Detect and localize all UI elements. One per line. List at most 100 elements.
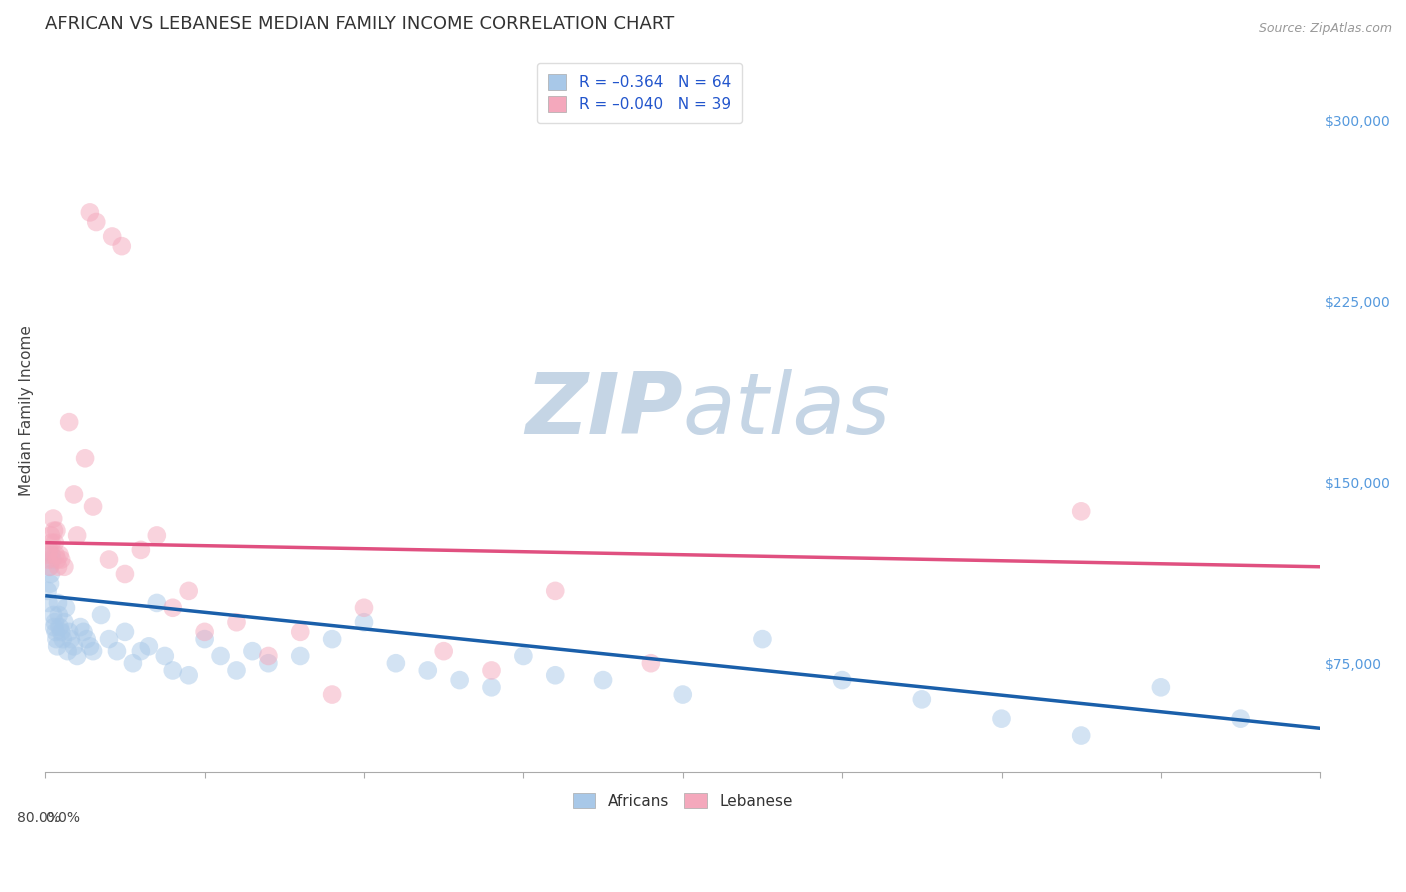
Point: [1229, 712, 1251, 726]
Point: [46, 559, 69, 574]
Point: [66, 648, 89, 663]
Point: [39, 559, 62, 574]
Point: [79, 205, 101, 219]
Point: [242, 644, 264, 658]
Point: [69, 620, 91, 634]
Point: [449, 673, 471, 687]
Point: [321, 632, 343, 646]
Point: [42, 607, 65, 622]
Point: [98, 552, 121, 566]
Point: [53, 559, 76, 574]
Point: [44, 615, 66, 630]
Point: [46, 640, 69, 654]
Point: [98, 632, 121, 646]
Point: [52, 632, 75, 646]
Point: [37, 548, 59, 562]
Point: [82, 500, 104, 514]
Point: [911, 692, 934, 706]
Point: [41, 548, 63, 562]
Point: [290, 624, 312, 639]
Point: [38, 559, 60, 574]
Point: [990, 712, 1012, 726]
Point: [416, 664, 439, 678]
Point: [146, 528, 169, 542]
Point: [640, 657, 662, 671]
Point: [51, 552, 73, 566]
Point: [194, 624, 217, 639]
Point: [290, 648, 312, 663]
Point: [53, 615, 76, 630]
Point: [76, 632, 98, 646]
Point: [45, 548, 67, 562]
Point: [37, 583, 59, 598]
Point: [321, 688, 343, 702]
Point: [39, 567, 62, 582]
Text: 0.0%: 0.0%: [45, 812, 80, 825]
Point: [194, 632, 217, 646]
Text: 80.0%: 80.0%: [17, 812, 62, 825]
Point: [66, 528, 89, 542]
Point: [512, 648, 534, 663]
Point: [101, 229, 124, 244]
Point: [59, 632, 82, 646]
Point: [82, 644, 104, 658]
Point: [79, 640, 101, 654]
Point: [353, 615, 375, 630]
Point: [353, 600, 375, 615]
Point: [84, 215, 107, 229]
Point: [42, 511, 65, 525]
Point: [114, 567, 136, 582]
Point: [138, 640, 160, 654]
Point: [831, 673, 853, 687]
Point: [45, 524, 67, 538]
Point: [55, 600, 77, 615]
Point: [51, 624, 73, 639]
Point: [257, 657, 280, 671]
Point: [63, 640, 86, 654]
Point: [58, 624, 80, 639]
Point: [48, 620, 70, 634]
Point: [544, 668, 567, 682]
Point: [153, 648, 176, 663]
Point: [1070, 504, 1092, 518]
Point: [177, 668, 200, 682]
Point: [42, 620, 65, 634]
Point: [114, 624, 136, 639]
Point: [122, 657, 145, 671]
Point: [41, 552, 63, 566]
Y-axis label: Median Family Income: Median Family Income: [20, 325, 34, 496]
Point: [225, 664, 247, 678]
Point: [41, 535, 63, 549]
Point: [209, 648, 232, 663]
Point: [45, 624, 67, 639]
Point: [63, 487, 86, 501]
Point: [39, 528, 62, 542]
Text: Source: ZipAtlas.com: Source: ZipAtlas.com: [1258, 22, 1392, 36]
Point: [90, 607, 112, 622]
Point: [39, 576, 62, 591]
Point: [72, 624, 94, 639]
Legend: Africans, Lebanese: Africans, Lebanese: [567, 787, 799, 814]
Point: [592, 673, 614, 687]
Point: [146, 596, 169, 610]
Point: [385, 657, 408, 671]
Text: ZIP: ZIP: [524, 368, 683, 451]
Text: AFRICAN VS LEBANESE MEDIAN FAMILY INCOME CORRELATION CHART: AFRICAN VS LEBANESE MEDIAN FAMILY INCOME…: [45, 15, 675, 33]
Point: [45, 632, 67, 646]
Point: [56, 644, 79, 658]
Point: [1070, 729, 1092, 743]
Point: [162, 600, 184, 615]
Point: [481, 664, 503, 678]
Point: [75, 451, 97, 466]
Point: [105, 644, 128, 658]
Point: [46, 596, 69, 610]
Point: [48, 548, 70, 562]
Point: [38, 542, 60, 557]
Point: [129, 644, 152, 658]
Point: [48, 607, 70, 622]
Point: [257, 648, 280, 663]
Point: [37, 596, 59, 610]
Point: [42, 524, 65, 538]
Point: [37, 552, 59, 566]
Point: [111, 239, 134, 253]
